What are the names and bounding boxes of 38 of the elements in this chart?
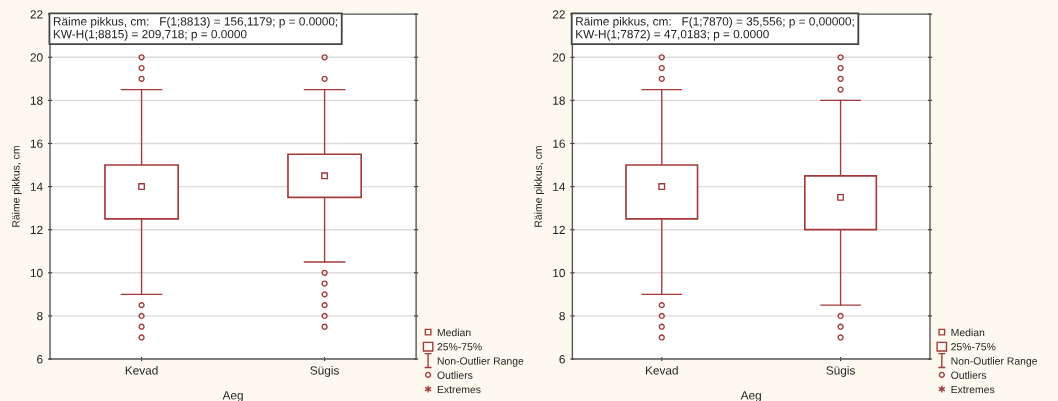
x-axis-title: Aeg — [740, 391, 761, 401]
x-tick-label: Kevad — [646, 365, 678, 375]
y-tick-label: 14 — [30, 182, 43, 191]
y-axis-title: Räime pikkus, cm — [534, 146, 544, 227]
y-tick-label: 20 — [30, 53, 43, 62]
y-tick-label: 6 — [37, 355, 43, 364]
y-tick-label: 22 — [552, 10, 565, 19]
y-tick-label: 16 — [553, 139, 565, 148]
text: Extremes — [951, 385, 995, 394]
text: Outliers — [437, 371, 473, 379]
text: Non-Outlier Range — [951, 357, 1038, 367]
x-axis-title: Aeg — [222, 391, 243, 401]
y-tick-label: 12 — [553, 225, 565, 234]
y-tick-label: 16 — [30, 139, 43, 148]
annotation: Räime pikkus, cm: F(1;8813) = 156,1179; p = 0.0000; KW-H(1;8815) = 209,718; p = 0.0000 — [53, 16, 338, 41]
y-tick-label: 20 — [552, 53, 565, 62]
x-tick-label: Kevad — [125, 365, 158, 375]
y-tick-label: 18 — [30, 96, 43, 105]
x-tick-label: Sügis — [826, 365, 855, 377]
y-axis-title: Räime pikkus, cm — [11, 146, 22, 227]
text: 25%-75% — [437, 343, 482, 351]
y-tick-label: 6 — [559, 355, 565, 364]
text: Outliers — [951, 371, 987, 379]
text: Median — [951, 328, 985, 337]
y-tick-label: 22 — [30, 10, 43, 19]
y-tick-label: 8 — [37, 311, 43, 321]
text: Median — [437, 328, 471, 337]
x-tick-label: Sügis — [310, 365, 339, 377]
y-tick-label: 8 — [559, 311, 565, 321]
annotation: Räime pikkus, cm: F(1;7870) = 35,556; p = 0,00000; KW-H(1;7872) = 47,0183; p = 0.0000 — [576, 16, 854, 41]
text: 25%-75% — [951, 343, 996, 351]
y-tick-label: 10 — [30, 268, 43, 278]
y-tick-label: 10 — [553, 268, 565, 278]
y-tick-label: 14 — [553, 182, 566, 191]
text: Non-Outlier Range — [437, 357, 524, 367]
y-tick-label: 12 — [30, 225, 43, 234]
text: Extremes — [437, 385, 481, 394]
y-tick-label: 18 — [553, 96, 565, 105]
